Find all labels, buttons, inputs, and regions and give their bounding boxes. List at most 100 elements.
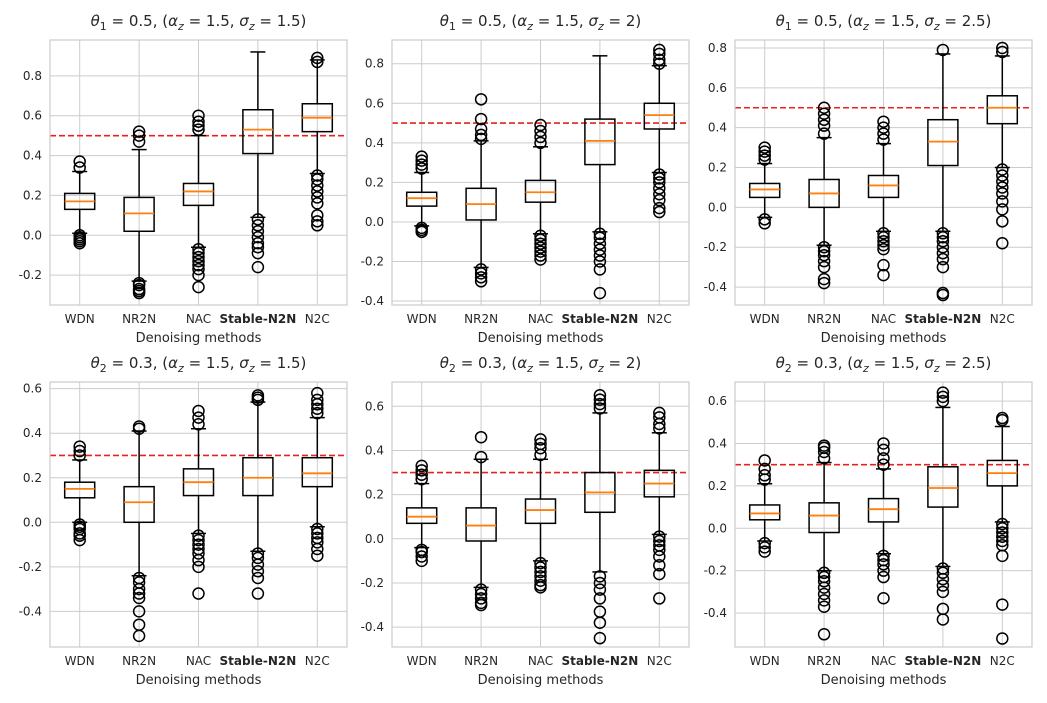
box-NR2N xyxy=(465,93,497,288)
outlier-point xyxy=(593,231,607,245)
x-tick-label: NR2N xyxy=(464,654,498,668)
outlier-point xyxy=(936,288,950,302)
outlier-point xyxy=(936,572,950,586)
outlier-point xyxy=(311,209,324,222)
y-tick-label: -0.2 xyxy=(19,268,42,282)
outlier-point xyxy=(936,227,950,240)
y-tick-label: 0.2 xyxy=(708,161,727,175)
outlier-point xyxy=(877,121,890,134)
y-tick-label: 0.4 xyxy=(23,149,42,163)
outlier-point xyxy=(311,522,324,536)
outlier-point xyxy=(192,119,205,132)
outlier-point xyxy=(996,411,1009,425)
x-tick-label: NR2N xyxy=(122,312,156,326)
outlier-point xyxy=(653,182,666,195)
outlier-point xyxy=(758,145,771,158)
outlier-point xyxy=(474,450,488,464)
chart-panel-6: -0.4 -0.2 0.0 0.2 0.4 0.6 WDN NR2N NAC Stable-N2N… xyxy=(704,354,1033,688)
y-tick-label: 0.4 xyxy=(23,426,42,440)
outlier-point xyxy=(817,107,831,120)
box-WDN xyxy=(748,454,781,558)
outlier-point xyxy=(251,565,265,578)
outlier-point xyxy=(996,215,1009,228)
outlier-point xyxy=(311,169,324,182)
box-iqr xyxy=(927,466,959,508)
outlier-point xyxy=(132,420,146,433)
x-tick-label: WDN xyxy=(750,312,780,326)
chart-panel-3: -0.4 -0.2 0.0 0.2 0.4 0.6 0.8 WDN NR2N NAC Stable-… xyxy=(704,12,1033,346)
y-tick-label: -0.4 xyxy=(704,280,727,294)
outlier-point xyxy=(311,55,324,69)
outlier-point xyxy=(534,574,547,587)
outlier-point xyxy=(936,390,950,404)
x-tick-label: NR2N xyxy=(807,312,841,326)
outlier-point xyxy=(192,418,205,431)
outlier-point xyxy=(474,122,488,136)
outlier-point xyxy=(817,628,831,641)
box-Stable-N2N xyxy=(927,386,959,626)
x-tick-label: Stable-N2N xyxy=(905,654,982,668)
box-NAC xyxy=(524,433,557,594)
outlier-point xyxy=(73,161,86,174)
chart-title: θ2 = 0.3, (αz = 1.5, σz = 2) xyxy=(440,354,642,375)
box-N2C xyxy=(301,386,334,562)
y-tick-label: -0.4 xyxy=(19,604,42,618)
chart-panel-5: -0.4 -0.2 0.0 0.2 0.4 0.6 WDN NR2N NAC Stable-N2N… xyxy=(361,354,690,688)
outlier-point xyxy=(192,553,205,567)
outlier-point xyxy=(936,234,950,248)
outlier-point xyxy=(653,53,666,67)
outlier-point xyxy=(311,406,324,420)
outlier-point xyxy=(758,541,771,554)
outlier-point xyxy=(653,193,666,207)
outlier-point xyxy=(534,581,547,594)
box-Stable-N2N xyxy=(584,389,616,645)
outlier-point xyxy=(817,119,831,132)
x-tick-label: WDN xyxy=(65,654,95,668)
box-iqr xyxy=(63,481,96,499)
outlier-point xyxy=(877,558,890,571)
chart-panel-1: -0.2 0.0 0.2 0.4 0.6 0.8 WDN NR2N NAC Stable-N2N N… xyxy=(19,12,348,346)
outlier-point xyxy=(817,127,831,140)
y-tick-label: 0.6 xyxy=(365,96,384,110)
outlier-point xyxy=(653,592,666,605)
outlier-point xyxy=(593,570,607,583)
outlier-point xyxy=(73,440,86,453)
outlier-point xyxy=(877,115,890,128)
outlier-point xyxy=(817,566,831,580)
outlier-point xyxy=(996,45,1009,59)
outlier-point xyxy=(758,153,771,166)
outlier-point xyxy=(593,592,607,605)
outlier-point xyxy=(936,386,950,399)
outlier-point xyxy=(192,242,205,256)
outlier-point xyxy=(758,141,771,154)
box-iqr xyxy=(242,108,274,155)
outlier-point xyxy=(593,402,607,415)
plot-frame xyxy=(734,39,1033,306)
outlier-point xyxy=(415,472,428,486)
outlier-point xyxy=(73,444,86,458)
outlier-point xyxy=(534,136,547,150)
outlier-point xyxy=(474,128,488,142)
outlier-point xyxy=(534,237,547,250)
outlier-point xyxy=(817,575,831,588)
outlier-point xyxy=(192,123,205,136)
x-axis-label: Denoising methods xyxy=(478,331,604,346)
outlier-point xyxy=(192,115,205,128)
y-tick-label: -0.2 xyxy=(361,254,384,268)
box-Stable-N2N xyxy=(584,55,616,300)
y-tick-label: 0.6 xyxy=(23,382,42,396)
outlier-point xyxy=(311,542,324,556)
outlier-point xyxy=(996,522,1009,535)
outlier-point xyxy=(653,559,666,572)
outlier-point xyxy=(936,252,950,266)
outlier-point xyxy=(311,179,324,192)
outlier-point xyxy=(996,163,1009,176)
box-iqr xyxy=(182,182,215,207)
x-tick-label: WDN xyxy=(407,312,437,326)
outlier-point xyxy=(132,286,146,300)
chart-panel-4: -0.4 -0.2 0.0 0.2 0.4 0.6 WDN NR2N NAC Stable-N2N… xyxy=(19,354,348,688)
outlier-point xyxy=(534,124,547,138)
box-iqr xyxy=(301,456,334,488)
outlier-point xyxy=(251,225,265,238)
outlier-point xyxy=(593,255,607,268)
